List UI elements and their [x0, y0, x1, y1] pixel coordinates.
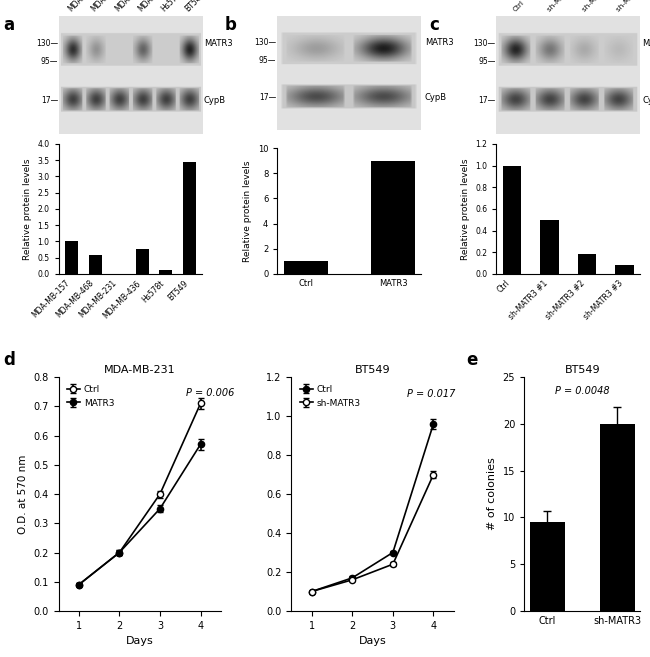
Text: 95—: 95— — [259, 56, 276, 65]
Bar — [615, 265, 634, 274]
Text: MDA-MB-436: MDA-MB-436 — [136, 0, 177, 13]
Text: P = 0.0048: P = 0.0048 — [555, 386, 610, 396]
Y-axis label: O.D. at 570 nm: O.D. at 570 nm — [18, 455, 28, 533]
Text: e: e — [467, 351, 478, 369]
Y-axis label: Relative protein levels: Relative protein levels — [243, 160, 252, 261]
Text: Hs578t: Hs578t — [160, 0, 185, 13]
Text: P = 0.006: P = 0.006 — [187, 388, 235, 398]
Title: BT549: BT549 — [355, 365, 391, 375]
Bar — [183, 162, 196, 274]
Text: CypB: CypB — [425, 93, 447, 102]
Text: a: a — [3, 16, 14, 34]
Bar — [159, 270, 172, 274]
Text: 130—: 130— — [254, 39, 276, 47]
Text: MATR3: MATR3 — [642, 39, 650, 49]
Bar — [284, 261, 328, 274]
Bar — [88, 255, 101, 274]
Text: MDA-MB-157: MDA-MB-157 — [66, 0, 107, 13]
Text: MDA-MB-231: MDA-MB-231 — [324, 0, 378, 2]
Text: MDA-MB-231: MDA-MB-231 — [113, 0, 154, 13]
Text: CypB: CypB — [204, 95, 226, 104]
Text: BT549: BT549 — [183, 0, 207, 13]
Text: 95—: 95— — [478, 57, 495, 66]
Text: MATR3: MATR3 — [204, 39, 233, 49]
Text: MDA-MB-468: MDA-MB-468 — [90, 0, 131, 13]
Text: CypB: CypB — [642, 95, 650, 104]
Text: 17—: 17— — [41, 95, 58, 104]
Text: 95—: 95— — [41, 57, 58, 66]
Bar — [600, 424, 635, 611]
Bar — [503, 166, 521, 274]
Title: BT549: BT549 — [564, 365, 600, 375]
Text: 130—: 130— — [36, 39, 58, 49]
Text: 17—: 17— — [259, 93, 276, 102]
Bar — [65, 241, 78, 274]
Text: sh-MATR3 #3: sh-MATR3 #3 — [616, 0, 650, 13]
Legend: Ctrl, MATR3: Ctrl, MATR3 — [63, 382, 118, 411]
Bar — [136, 250, 149, 274]
X-axis label: Days: Days — [126, 636, 153, 646]
Y-axis label: Relative protein levels: Relative protein levels — [461, 158, 469, 260]
Bar — [530, 522, 565, 611]
Text: b: b — [224, 16, 236, 34]
Text: sh-MATR3 #1: sh-MATR3 #1 — [547, 0, 586, 13]
Legend: Ctrl, sh-MATR3: Ctrl, sh-MATR3 — [296, 382, 365, 411]
Text: 130—: 130— — [473, 39, 495, 49]
Bar — [371, 161, 415, 274]
Bar — [578, 254, 596, 274]
Y-axis label: # of colonies: # of colonies — [488, 458, 497, 530]
Text: c: c — [429, 16, 439, 34]
Y-axis label: Relative protein levels: Relative protein levels — [23, 158, 32, 260]
Text: sh-MATR3 #2: sh-MATR3 #2 — [581, 0, 620, 13]
Text: BT549: BT549 — [574, 0, 601, 1]
Text: P = 0.017: P = 0.017 — [407, 388, 456, 399]
Text: 17—: 17— — [478, 95, 495, 104]
Bar — [540, 219, 559, 274]
Text: MATR3: MATR3 — [425, 39, 454, 47]
Title: MDA-MB-231: MDA-MB-231 — [104, 365, 176, 375]
Text: Ctrl: Ctrl — [513, 0, 526, 13]
Text: d: d — [3, 351, 15, 369]
X-axis label: Days: Days — [359, 636, 387, 646]
